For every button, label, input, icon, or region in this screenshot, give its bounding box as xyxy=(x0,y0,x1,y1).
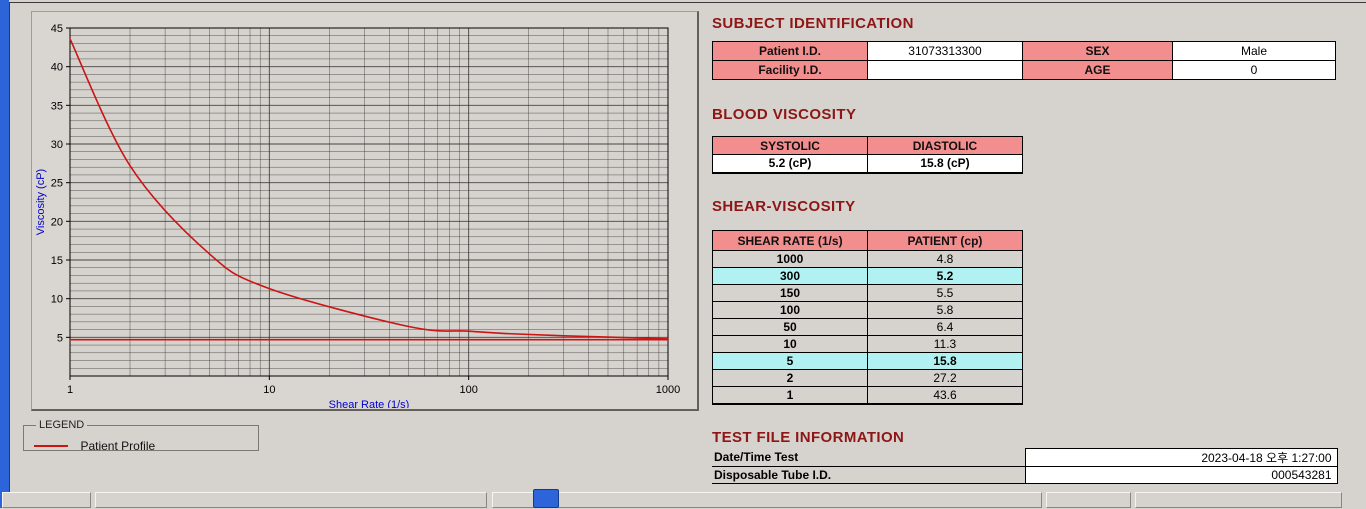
svg-text:Viscosity (cP): Viscosity (cP) xyxy=(35,169,47,235)
shear-viscosity-row: 5 15.8 xyxy=(712,352,1023,370)
toolbar-segment xyxy=(2,492,91,508)
svg-text:100: 100 xyxy=(459,384,477,396)
toolbar-segment xyxy=(492,492,1042,508)
shear-rate-cell: 300 xyxy=(712,267,868,285)
table-row: Facility I.D. AGE 0 xyxy=(712,60,1336,80)
diastolic-value: 15.8 (cP) xyxy=(867,154,1023,173)
shear-rate-cell: 1000 xyxy=(712,250,868,268)
facility-id-value xyxy=(867,60,1023,80)
shear-viscosity-table: SHEAR RATE (1/s) PATIENT (cp) 1000 4.8 300… xyxy=(712,230,1023,405)
shear-rate-cell: 100 xyxy=(712,301,868,319)
info-panel: SUBJECT IDENTIFICATION Patient I.D. 3107… xyxy=(712,3,1344,509)
shear-rate-cell: 2 xyxy=(712,369,868,387)
legend-title: LEGEND xyxy=(39,419,85,431)
patient-id-value: 31073313300 xyxy=(867,41,1023,61)
viscosity-chart: 5 10 15 20 25 30 35 40 45 1 10 100 1000 Viscosity (cP… xyxy=(35,23,680,411)
toolbar-segment xyxy=(95,492,487,508)
sex-label: SEX xyxy=(1022,41,1173,61)
patient-cp-cell: 5.5 xyxy=(867,284,1023,302)
svg-text:Shear Rate (1/s): Shear Rate (1/s) xyxy=(329,399,410,408)
table-row: Date/Time Test 2023-04-18 오후 1:27:00 xyxy=(712,448,1338,467)
shear-viscosity-row: 1000 4.8 xyxy=(712,250,1023,268)
shear-viscosity-row: 300 5.2 xyxy=(712,267,1023,285)
subject-identification-title: SUBJECT IDENTIFICATION xyxy=(712,15,914,32)
shear-rate-cell: 50 xyxy=(712,318,868,336)
diastolic-header: DIASTOLIC xyxy=(867,136,1023,155)
window-accent-strip xyxy=(0,0,9,508)
subject-identification-table: Patient I.D. 31073313300 SEX Male Facili… xyxy=(712,41,1336,80)
svg-text:1000: 1000 xyxy=(656,384,680,396)
patient-cp-cell: 27.2 xyxy=(867,369,1023,387)
svg-text:40: 40 xyxy=(51,62,63,74)
shear-viscosity-row: 10 11.3 xyxy=(712,335,1023,353)
svg-text:5: 5 xyxy=(57,332,63,344)
table-row: Patient I.D. 31073313300 SEX Male xyxy=(712,41,1336,61)
svg-text:25: 25 xyxy=(51,178,63,190)
svg-text:45: 45 xyxy=(51,23,63,35)
blood-viscosity-title: BLOOD VISCOSITY xyxy=(712,106,857,123)
patient-cp-header: PATIENT (cp) xyxy=(867,230,1023,251)
shear-rate-cell: 150 xyxy=(712,284,868,302)
shear-viscosity-row: 2 27.2 xyxy=(712,369,1023,387)
legend-entry-label: Patient Profile xyxy=(80,438,156,453)
svg-text:10: 10 xyxy=(51,294,63,306)
systolic-header: SYSTOLIC xyxy=(712,136,868,155)
table-row: 5.2 (cP) 15.8 (cP) xyxy=(712,154,1023,173)
patient-cp-cell: 15.8 xyxy=(867,352,1023,370)
shear-viscosity-row: 1 43.6 xyxy=(712,386,1023,404)
patient-cp-cell: 5.8 xyxy=(867,301,1023,319)
disposable-tube-id-value: 000543281 xyxy=(1024,466,1338,484)
svg-text:1: 1 xyxy=(67,384,73,396)
shear-viscosity-title: SHEAR-VISCOSITY xyxy=(712,198,856,215)
svg-text:20: 20 xyxy=(51,216,63,228)
patient-cp-cell: 11.3 xyxy=(867,335,1023,353)
systolic-value: 5.2 (cP) xyxy=(712,154,868,173)
patient-cp-cell: 5.2 xyxy=(867,267,1023,285)
table-row: SYSTOLIC DIASTOLIC xyxy=(712,136,1023,155)
facility-id-label: Facility I.D. xyxy=(712,60,868,80)
shear-viscosity-row: 150 5.5 xyxy=(712,284,1023,302)
patient-cp-cell: 6.4 xyxy=(867,318,1023,336)
age-label: AGE xyxy=(1022,60,1173,80)
table-row: Disposable Tube I.D. 000543281 xyxy=(712,466,1338,484)
toolbar-segment xyxy=(1046,492,1131,508)
age-value: 0 xyxy=(1172,60,1336,80)
test-file-information-table: Date/Time Test 2023-04-18 오후 1:27:00 Dis… xyxy=(712,448,1338,484)
svg-text:35: 35 xyxy=(51,100,63,112)
svg-text:10: 10 xyxy=(263,384,275,396)
table-header-row: SHEAR RATE (1/s) PATIENT (cp) xyxy=(712,230,1023,251)
patient-cp-cell: 43.6 xyxy=(867,386,1023,404)
shear-rate-header: SHEAR RATE (1/s) xyxy=(712,230,868,251)
datetime-test-label: Date/Time Test xyxy=(712,448,1025,467)
viscosity-chart-panel: 5 10 15 20 25 30 35 40 45 1 10 100 1000 Viscosity (cP… xyxy=(31,11,699,411)
test-file-information-title: TEST FILE INFORMATION xyxy=(712,429,905,446)
svg-text:30: 30 xyxy=(51,139,63,151)
toolbar-segment xyxy=(1135,492,1342,508)
datetime-test-value: 2023-04-18 오후 1:27:00 xyxy=(1024,448,1338,467)
shear-viscosity-row: 50 6.4 xyxy=(712,318,1023,336)
toolbar-blue-button[interactable] xyxy=(533,489,559,508)
legend-line-sample xyxy=(34,444,68,447)
patient-id-label: Patient I.D. xyxy=(712,41,868,61)
svg-text:15: 15 xyxy=(51,255,63,267)
shear-rate-cell: 10 xyxy=(712,335,868,353)
app-window: 5 10 15 20 25 30 35 40 45 1 10 100 1000 Viscosity (cP… xyxy=(9,2,1366,508)
shear-rate-cell: 1 xyxy=(712,386,868,404)
shear-viscosity-row: 100 5.8 xyxy=(712,301,1023,319)
shear-rate-cell: 5 xyxy=(712,352,868,370)
legend-box: LEGEND Patient Profile xyxy=(23,419,259,453)
disposable-tube-id-label: Disposable Tube I.D. xyxy=(712,466,1025,484)
patient-cp-cell: 4.8 xyxy=(867,250,1023,268)
sex-value: Male xyxy=(1172,41,1336,61)
blood-viscosity-table: SYSTOLIC DIASTOLIC 5.2 (cP) 15.8 (cP) xyxy=(712,136,1023,174)
